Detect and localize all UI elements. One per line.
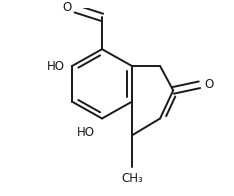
Text: CH₃: CH₃	[121, 172, 143, 185]
Text: O: O	[204, 78, 213, 91]
Text: O: O	[62, 1, 72, 14]
Text: HO: HO	[47, 60, 65, 73]
Text: HO: HO	[77, 126, 95, 139]
